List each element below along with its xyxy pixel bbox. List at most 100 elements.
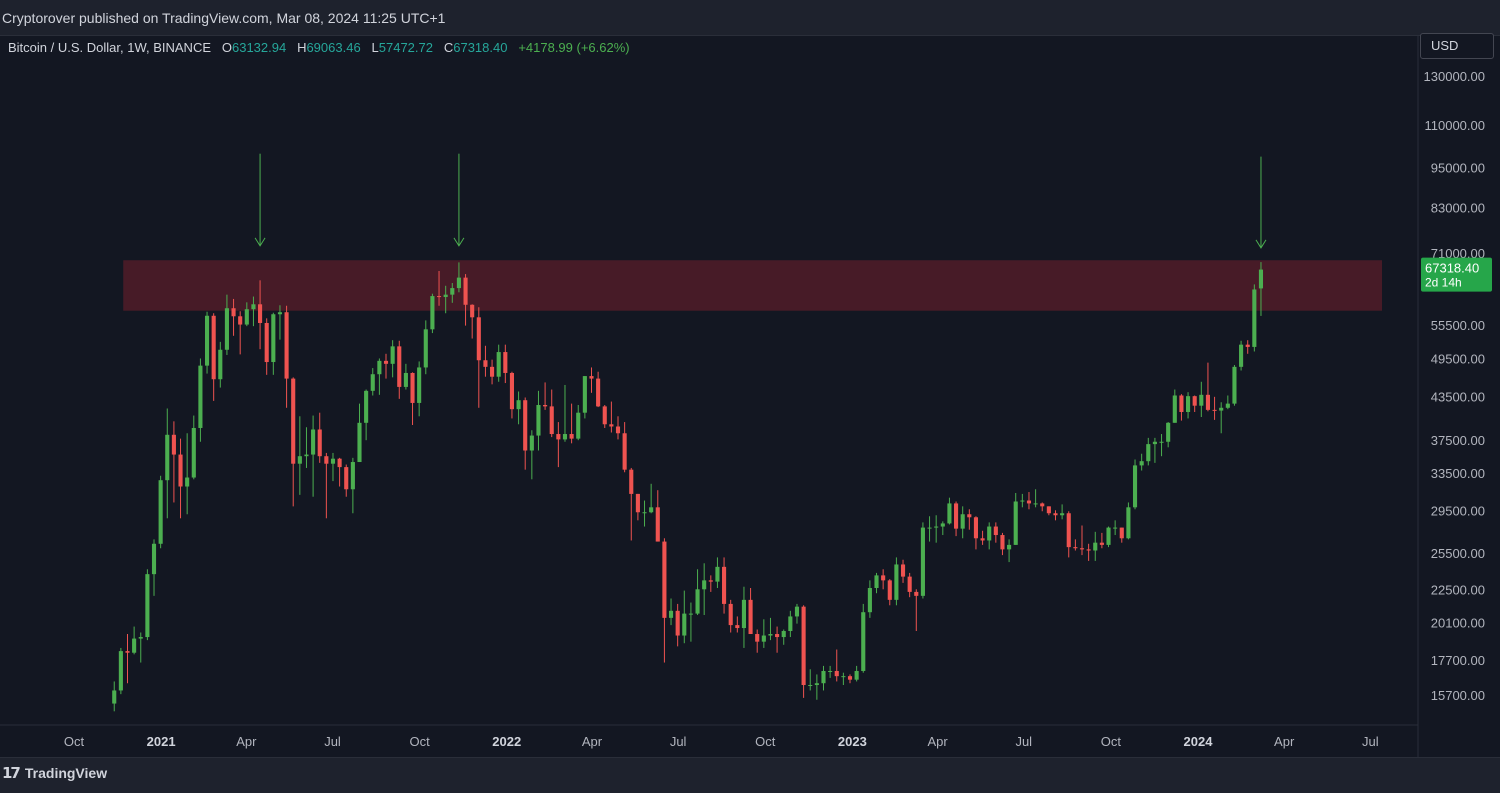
candle[interactable] xyxy=(238,311,243,355)
candle[interactable] xyxy=(1013,492,1018,545)
down-arrow-annotation[interactable] xyxy=(254,153,266,247)
candle[interactable] xyxy=(847,674,853,684)
candle[interactable] xyxy=(344,464,349,497)
candle[interactable] xyxy=(1066,511,1071,558)
candle[interactable] xyxy=(695,569,700,616)
candle[interactable] xyxy=(377,358,382,395)
candle[interactable] xyxy=(1166,422,1171,448)
candle[interactable] xyxy=(755,629,760,653)
candlestick-chart[interactable]: 130000.00 110000.00 95000.00 83000.00 71000.… xyxy=(0,36,1500,757)
candle[interactable] xyxy=(900,559,906,583)
candle[interactable] xyxy=(768,617,773,641)
candle[interactable] xyxy=(1212,396,1217,420)
candle[interactable] xyxy=(1245,340,1250,354)
candle[interactable] xyxy=(828,665,833,678)
candle[interactable] xyxy=(1225,395,1230,410)
candle[interactable] xyxy=(987,522,992,550)
candle[interactable] xyxy=(549,389,554,438)
candle[interactable] xyxy=(204,311,210,374)
candle[interactable] xyxy=(980,530,985,545)
candle[interactable] xyxy=(1186,392,1191,419)
candle[interactable] xyxy=(722,557,727,614)
candle[interactable] xyxy=(1199,381,1204,417)
candle[interactable] xyxy=(370,368,375,396)
candle[interactable] xyxy=(151,539,157,596)
candle[interactable] xyxy=(1020,493,1025,508)
candle[interactable] xyxy=(582,376,587,419)
candle[interactable] xyxy=(1119,527,1124,543)
candle[interactable] xyxy=(1179,394,1184,421)
candle[interactable] xyxy=(317,412,322,463)
candle[interactable] xyxy=(635,493,640,521)
candle[interactable] xyxy=(801,605,806,698)
candle[interactable] xyxy=(615,416,621,440)
candle[interactable] xyxy=(1146,437,1151,466)
candle[interactable] xyxy=(662,538,667,663)
candle[interactable] xyxy=(708,575,713,592)
candle[interactable] xyxy=(496,344,501,382)
candle[interactable] xyxy=(1000,532,1005,556)
candle[interactable] xyxy=(1106,526,1111,548)
candle[interactable] xyxy=(1026,492,1032,510)
candle[interactable] xyxy=(436,270,442,306)
candle[interactable] xyxy=(1232,365,1237,406)
candle[interactable] xyxy=(490,359,495,385)
candle[interactable] xyxy=(741,586,747,648)
candle[interactable] xyxy=(1205,362,1210,412)
candle[interactable] xyxy=(602,405,607,428)
candle[interactable] xyxy=(311,415,316,497)
candle[interactable] xyxy=(569,403,574,444)
candle[interactable] xyxy=(503,344,508,384)
candle[interactable] xyxy=(761,619,766,648)
candle[interactable] xyxy=(211,313,216,401)
candle[interactable] xyxy=(523,397,528,470)
candle[interactable] xyxy=(410,372,415,426)
candle[interactable] xyxy=(927,516,932,542)
candle[interactable] xyxy=(973,516,979,550)
candle[interactable] xyxy=(258,280,263,350)
candle[interactable] xyxy=(576,405,581,441)
candle[interactable] xyxy=(476,307,481,408)
candle[interactable] xyxy=(509,371,515,419)
candle[interactable] xyxy=(470,304,475,339)
tradingview-logo[interactable]: 𝟭𝟳 TradingView xyxy=(2,764,107,782)
candle[interactable] xyxy=(125,634,130,684)
candle[interactable] xyxy=(596,371,601,408)
candle[interactable] xyxy=(808,669,813,691)
candle[interactable] xyxy=(251,296,256,327)
candle[interactable] xyxy=(516,391,521,425)
candle[interactable] xyxy=(185,433,190,515)
candle[interactable] xyxy=(297,416,302,495)
candle[interactable] xyxy=(814,674,819,700)
candle[interactable] xyxy=(443,285,448,314)
candle[interactable] xyxy=(735,616,740,633)
candle[interactable] xyxy=(383,353,389,379)
candle[interactable] xyxy=(1093,531,1098,561)
candle[interactable] xyxy=(834,649,839,682)
candle[interactable] xyxy=(781,629,786,645)
candle[interactable] xyxy=(1239,340,1244,371)
candle[interactable] xyxy=(178,438,183,519)
candle[interactable] xyxy=(1159,434,1164,457)
candle[interactable] xyxy=(861,603,866,673)
candle[interactable] xyxy=(390,340,395,378)
candle[interactable] xyxy=(536,390,541,451)
candle[interactable] xyxy=(622,422,627,473)
candle[interactable] xyxy=(198,358,203,442)
candle[interactable] xyxy=(794,603,800,624)
candle[interactable] xyxy=(668,598,674,626)
candle[interactable] xyxy=(562,384,568,442)
candle[interactable] xyxy=(675,603,680,647)
candle[interactable] xyxy=(1192,395,1197,412)
candle[interactable] xyxy=(556,422,561,468)
candle[interactable] xyxy=(231,298,236,336)
candle[interactable] xyxy=(132,626,137,655)
candle[interactable] xyxy=(330,452,336,482)
candle[interactable] xyxy=(171,421,176,503)
candle[interactable] xyxy=(947,497,952,525)
candle[interactable] xyxy=(688,602,693,642)
candle[interactable] xyxy=(145,569,150,641)
candle[interactable] xyxy=(1152,437,1157,463)
candle[interactable] xyxy=(430,293,435,334)
candle[interactable] xyxy=(337,457,342,487)
